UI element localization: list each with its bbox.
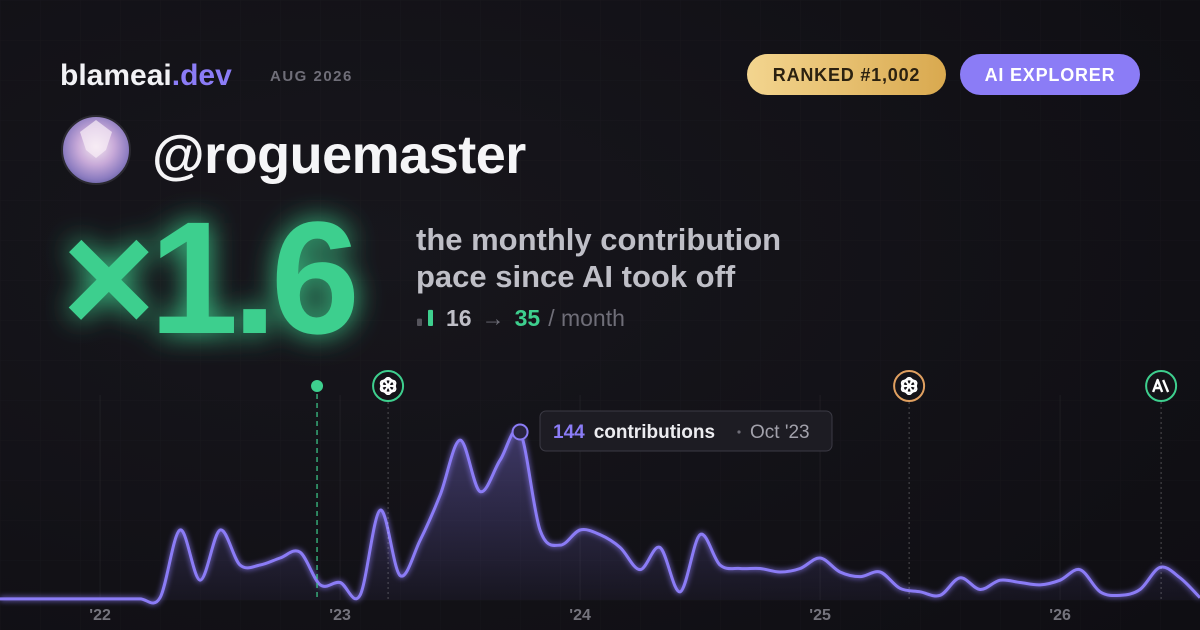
tooltip-separator (737, 430, 741, 434)
tooltip-box (539, 410, 833, 452)
handle: @roguemaster (152, 125, 526, 185)
tier-badge (960, 54, 1140, 95)
after-bar (428, 309, 433, 326)
tooltip-date: Oct '23 (750, 422, 810, 443)
brand: blameai.dev (60, 59, 232, 92)
stats: 16 → 35 / month (417, 305, 625, 331)
stats-text: 16 → 35 / month (446, 305, 625, 331)
area (0, 429, 1200, 604)
highlight-point (511, 423, 529, 441)
event-dot (311, 380, 324, 392)
rank-badge-text: RANKED #1,002 (773, 65, 920, 85)
tooltip-text: 144 contributions (553, 422, 715, 443)
x-tick-label: '26 (1049, 607, 1071, 624)
event-icon (893, 370, 926, 402)
brand-name: blameai (60, 59, 172, 92)
x-tick-label: '25 (809, 607, 831, 624)
arrow: → (482, 305, 505, 331)
logo-petal (900, 376, 913, 393)
unit: / month (548, 305, 625, 331)
after-value: 35 (515, 305, 541, 331)
tooltip-label: contributions (594, 422, 715, 443)
line (0, 427, 1200, 605)
x-tick-label: '24 (569, 607, 591, 624)
x-tick-label: '23 (329, 607, 351, 624)
before-bar (417, 318, 422, 326)
headline-line: the monthly contribution (416, 222, 781, 257)
multiplier: ×1.6 (62, 188, 355, 367)
logo-petal (379, 376, 392, 393)
event-icon (372, 370, 405, 402)
rank-badge (747, 54, 946, 95)
report-date: AUG 2026 (270, 68, 353, 85)
logo-mark (1151, 378, 1170, 393)
headline-line: pace since AI took off (416, 259, 736, 294)
x-tick-label: '22 (89, 607, 111, 624)
tooltip-value: 144 (553, 422, 585, 443)
before-value: 16 (446, 305, 472, 331)
avatar-figure (80, 120, 112, 158)
tier-badge-text: AI EXPLORER (985, 65, 1116, 85)
chart: '22 '23 '24 '25 '26 144 contributions Oct '23 (0, 370, 1200, 624)
brand-suffix: .dev (172, 59, 232, 92)
event-icon (1145, 370, 1178, 402)
